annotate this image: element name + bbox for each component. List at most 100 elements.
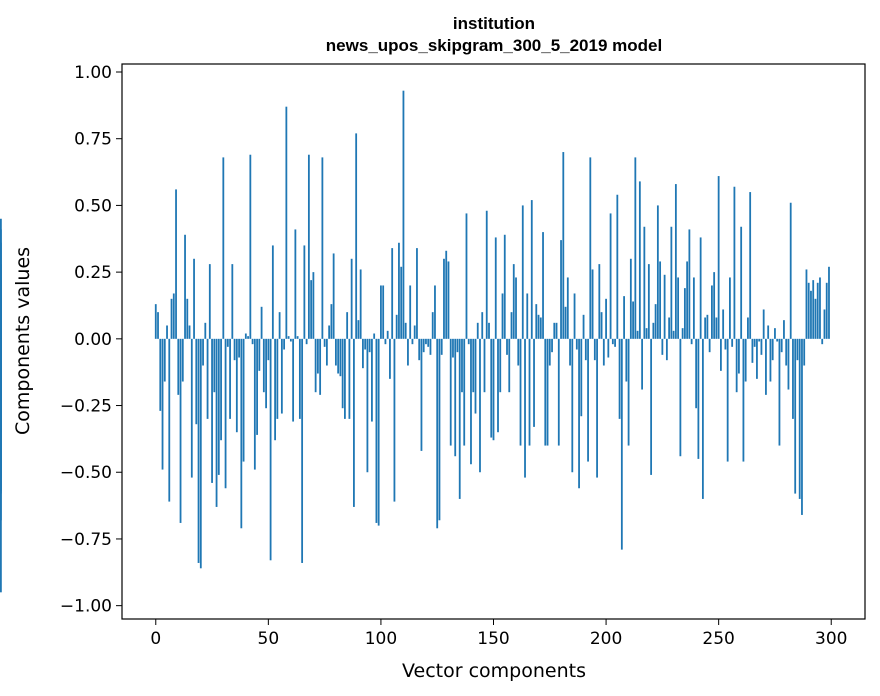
bar	[659, 261, 662, 339]
bar	[699, 237, 702, 339]
x-axis: 0 50 100 150 200 250 300	[150, 619, 847, 649]
bar	[681, 328, 684, 339]
bar	[463, 338, 466, 446]
bar	[224, 338, 227, 489]
bar	[425, 338, 427, 345]
bar	[395, 314, 398, 339]
bar	[598, 264, 601, 339]
x-tick-label: 50	[258, 629, 280, 649]
bar	[260, 306, 263, 339]
bar	[627, 338, 630, 446]
bar	[472, 338, 475, 393]
bar	[328, 325, 331, 339]
bar	[163, 338, 166, 382]
bar	[828, 266, 830, 339]
bar	[278, 312, 281, 339]
bar	[490, 338, 493, 438]
bar	[499, 338, 502, 393]
bar	[366, 338, 369, 473]
bar	[724, 338, 727, 350]
bar	[346, 312, 349, 339]
bar	[656, 205, 659, 339]
bar	[161, 338, 164, 470]
bar	[409, 285, 412, 339]
bar	[747, 317, 749, 339]
bar	[548, 338, 551, 366]
bar	[524, 338, 526, 478]
bar	[202, 338, 204, 366]
bar	[695, 338, 698, 409]
bar	[560, 240, 562, 339]
bar	[440, 338, 443, 355]
x-tick-label: 300	[815, 629, 847, 649]
bar	[760, 338, 763, 355]
bar	[816, 282, 819, 339]
bar	[625, 338, 628, 382]
bar	[177, 338, 180, 395]
bar	[575, 338, 578, 350]
bar	[492, 338, 495, 441]
bar	[726, 338, 729, 462]
bar	[404, 322, 407, 339]
x-tick-label: 100	[365, 629, 397, 649]
bar	[298, 338, 301, 419]
bar	[0, 338, 2, 401]
bar	[580, 338, 583, 417]
bar	[539, 317, 542, 339]
bar	[452, 338, 454, 358]
bar	[636, 330, 639, 339]
bar	[244, 333, 247, 339]
bar	[546, 338, 549, 446]
bar	[355, 133, 358, 339]
bar	[265, 338, 267, 409]
bar	[267, 338, 270, 361]
bar	[303, 245, 306, 339]
bar	[501, 293, 504, 339]
bar	[571, 338, 574, 473]
bar	[497, 338, 499, 433]
bar	[825, 282, 828, 339]
bar	[582, 314, 585, 339]
bar	[389, 338, 391, 379]
bar	[431, 312, 434, 339]
bar	[796, 338, 799, 361]
bar	[253, 338, 256, 470]
bar	[274, 338, 276, 441]
bar	[706, 314, 709, 339]
bar	[528, 338, 531, 446]
bar	[458, 338, 461, 499]
y-tick-label: 0.50	[74, 196, 112, 216]
bar	[805, 269, 808, 339]
bar	[325, 338, 328, 366]
bar	[371, 338, 373, 422]
bar	[319, 338, 322, 395]
bar	[647, 264, 650, 339]
bar	[798, 338, 801, 499]
bar	[407, 338, 409, 366]
bar	[654, 304, 657, 339]
bar	[350, 258, 353, 339]
bar	[0, 338, 2, 491]
bar	[722, 309, 725, 339]
bar	[310, 280, 313, 339]
bar	[717, 176, 720, 339]
bar	[823, 309, 826, 339]
bar	[674, 184, 677, 339]
bar	[377, 338, 380, 526]
bar	[170, 298, 173, 339]
bar	[312, 272, 315, 339]
bar	[206, 338, 209, 419]
bar	[229, 338, 231, 419]
bar	[530, 200, 533, 339]
bar	[605, 298, 607, 339]
bar	[420, 338, 423, 451]
bar-series	[0, 90, 830, 593]
bar	[801, 338, 803, 515]
bar	[445, 250, 448, 339]
bar	[778, 338, 781, 446]
bar	[193, 258, 195, 339]
bar	[731, 338, 734, 347]
bar	[375, 338, 378, 523]
bar	[573, 293, 576, 339]
y-tick-label: −1.00	[60, 597, 112, 617]
